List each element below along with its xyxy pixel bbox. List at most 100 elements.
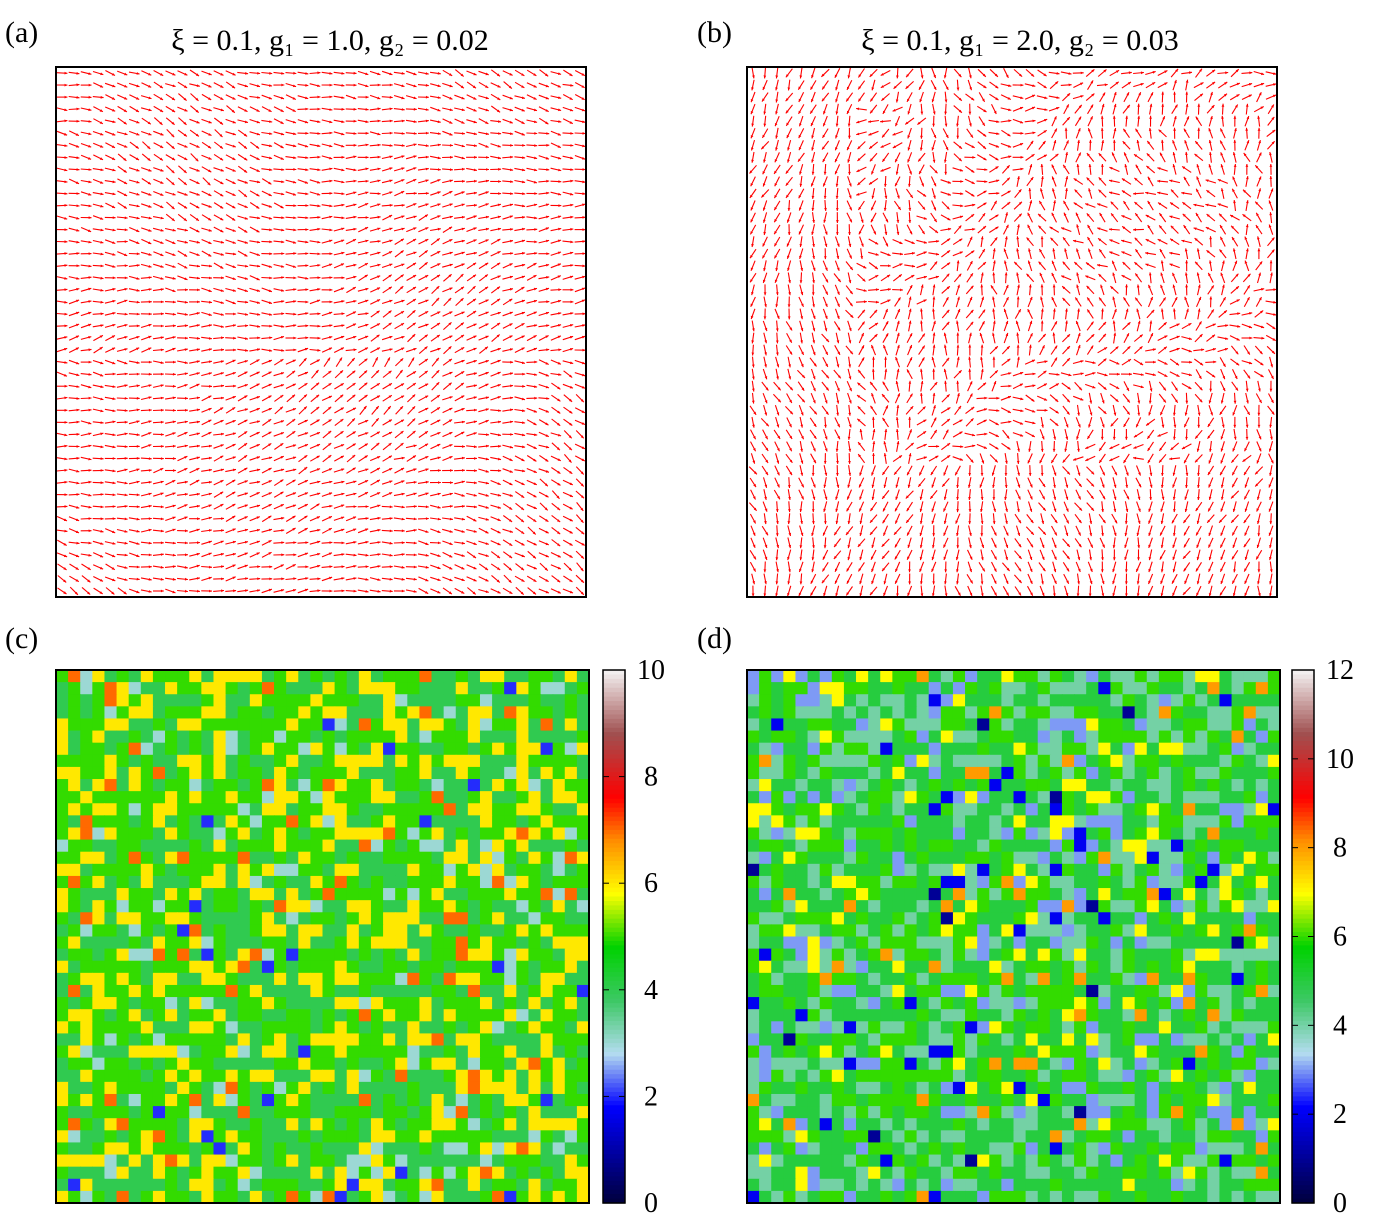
vector-arrow bbox=[859, 478, 864, 488]
vector-arrow bbox=[141, 361, 152, 364]
vector-arrow bbox=[1041, 176, 1044, 187]
heatmap-cell bbox=[528, 840, 541, 853]
vector-arrow bbox=[418, 529, 428, 533]
vector-arrow bbox=[990, 346, 998, 354]
vector-arrow bbox=[190, 119, 200, 123]
vector-arrow bbox=[81, 348, 92, 351]
vector-arrow bbox=[358, 84, 368, 88]
heatmap-cell bbox=[250, 852, 263, 865]
vector-arrow bbox=[1001, 372, 1012, 375]
heatmap-cell bbox=[262, 670, 275, 683]
heatmap-cell bbox=[104, 815, 117, 828]
vector-arrow bbox=[955, 466, 960, 476]
vector-arrow bbox=[896, 188, 900, 198]
vector-arrow bbox=[1137, 405, 1140, 416]
vector-arrow bbox=[881, 94, 889, 101]
heatmap-cell bbox=[80, 718, 93, 731]
vector-arrow bbox=[1182, 202, 1191, 209]
vector-arrow bbox=[1064, 201, 1069, 210]
heatmap-cell bbox=[226, 840, 239, 853]
vector-arrow bbox=[93, 179, 103, 183]
vector-arrow bbox=[1148, 285, 1152, 295]
vector-arrow bbox=[1245, 237, 1249, 247]
vector-arrow bbox=[165, 493, 175, 497]
vector-arrow bbox=[527, 385, 538, 388]
vector-arrow bbox=[528, 551, 536, 558]
vector-arrow bbox=[884, 309, 888, 319]
vector-arrow bbox=[274, 384, 284, 388]
vector-arrow bbox=[166, 118, 174, 125]
vector-arrow bbox=[154, 71, 164, 76]
vector-arrow bbox=[1208, 309, 1214, 318]
vector-arrow bbox=[916, 276, 927, 279]
vector-arrow bbox=[466, 469, 477, 472]
heatmap-cell bbox=[80, 706, 93, 719]
vector-arrow bbox=[870, 93, 876, 102]
vector-arrow bbox=[394, 191, 404, 196]
vector-arrow bbox=[1233, 200, 1236, 211]
heatmap-cell bbox=[516, 743, 529, 756]
vector-arrow bbox=[575, 168, 586, 171]
vector-arrow bbox=[977, 444, 987, 448]
vector-arrow bbox=[105, 348, 115, 353]
heatmap-cell bbox=[553, 755, 566, 768]
heatmap-cell bbox=[226, 815, 239, 828]
vector-arrow bbox=[129, 276, 139, 279]
vector-arrow bbox=[466, 156, 477, 159]
heatmap-cell bbox=[347, 731, 360, 744]
vector-arrow bbox=[1112, 261, 1116, 271]
vector-arrow bbox=[847, 104, 852, 114]
heatmap-cell bbox=[335, 743, 348, 756]
vector-arrow bbox=[286, 120, 296, 124]
vector-arrow bbox=[868, 252, 879, 255]
vector-arrow bbox=[382, 590, 393, 593]
vector-arrow bbox=[918, 201, 925, 209]
vector-arrow bbox=[1196, 189, 1201, 199]
vector-arrow bbox=[479, 420, 489, 424]
vector-arrow bbox=[443, 420, 452, 426]
vector-arrow bbox=[1209, 92, 1213, 102]
vector-arrow bbox=[430, 565, 440, 569]
vector-arrow bbox=[1197, 441, 1200, 452]
heatmap-cell bbox=[274, 718, 287, 731]
vector-arrow bbox=[81, 108, 92, 111]
vector-arrow bbox=[776, 333, 779, 344]
vector-arrow bbox=[1269, 526, 1273, 536]
heatmap-cell bbox=[444, 961, 457, 974]
vector-arrow bbox=[575, 300, 585, 304]
vector-arrow bbox=[811, 381, 815, 391]
heatmap-cell bbox=[68, 864, 81, 877]
vector-arrow bbox=[905, 275, 914, 280]
vector-arrow bbox=[1013, 107, 1023, 111]
vector-arrow bbox=[1004, 249, 1008, 259]
vector-arrow bbox=[1113, 549, 1116, 560]
vector-arrow bbox=[358, 96, 369, 99]
heatmap-cell bbox=[56, 840, 69, 853]
heatmap-cell bbox=[201, 743, 214, 756]
vector-arrow bbox=[882, 153, 888, 162]
vector-arrow bbox=[775, 466, 780, 476]
vector-arrow bbox=[774, 201, 780, 210]
vector-arrow bbox=[443, 408, 453, 413]
vector-arrow bbox=[310, 432, 320, 436]
vector-arrow bbox=[764, 284, 767, 295]
vector-arrow bbox=[822, 575, 829, 584]
vector-arrow bbox=[991, 201, 996, 210]
vector-arrow bbox=[226, 203, 236, 208]
vector-arrow bbox=[298, 228, 309, 231]
vector-arrow bbox=[858, 201, 864, 210]
vector-arrow bbox=[117, 179, 127, 184]
vector-arrow bbox=[1004, 285, 1009, 295]
vector-arrow bbox=[824, 429, 828, 439]
vector-arrow bbox=[1073, 240, 1084, 243]
vector-arrow bbox=[968, 465, 971, 476]
vector-arrow bbox=[382, 191, 392, 195]
heatmap-cell bbox=[335, 924, 348, 937]
vector-arrow bbox=[1109, 252, 1119, 256]
vector-arrow bbox=[788, 297, 791, 308]
vector-arrow bbox=[1087, 490, 1094, 499]
vector-arrow bbox=[823, 153, 828, 163]
vector-arrow bbox=[563, 264, 574, 267]
vector-arrow bbox=[1113, 526, 1117, 536]
vector-arrow bbox=[454, 95, 464, 99]
